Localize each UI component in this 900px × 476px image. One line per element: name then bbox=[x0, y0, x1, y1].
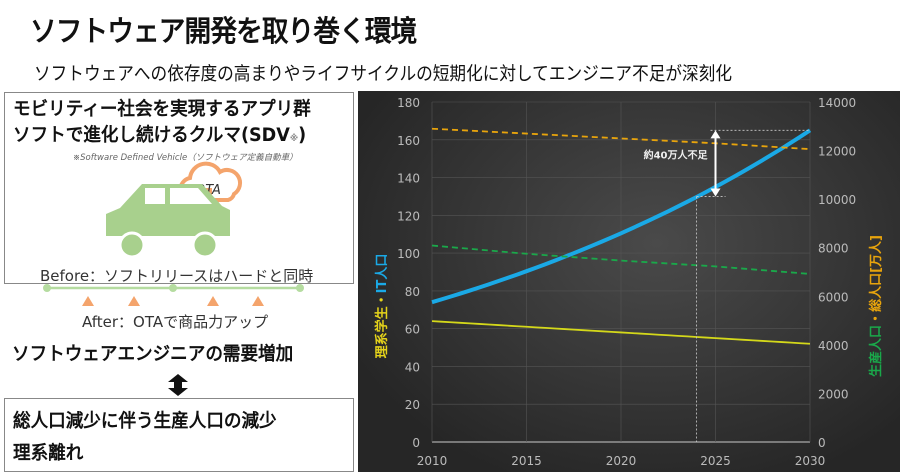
x-tick-label: 2010 bbox=[417, 454, 448, 468]
series-line-1 bbox=[431, 320, 811, 345]
page-subtitle: ソフトウェアへの依存度の高まりやライフサイクルの短期化に対してエンジニア不足が深… bbox=[34, 64, 732, 85]
y-right-tick-label: 12000 bbox=[818, 145, 856, 159]
apps-heading: モビリティー社会を実現するアプリ群 bbox=[13, 99, 311, 120]
double-arrow-icon bbox=[168, 374, 188, 396]
y-axis-left-label: 理系学生・IT人口 bbox=[374, 254, 390, 359]
gap-arrowheads bbox=[710, 130, 721, 197]
y-left-tick-label: 80 bbox=[405, 285, 420, 299]
x-tick-label: 2025 bbox=[700, 454, 731, 468]
demand-heading: ソフトウェアエンジニアの需要増加 bbox=[12, 344, 294, 365]
gap-annotation: 約40万人不足 bbox=[644, 149, 709, 162]
y-right-tick-label: 0 bbox=[818, 436, 826, 450]
timeline bbox=[43, 284, 304, 306]
y-right-tick-label: 4000 bbox=[818, 339, 849, 353]
y-left-tick-label: 0 bbox=[412, 436, 420, 450]
y-left-tick-label: 180 bbox=[397, 96, 420, 110]
population-text: 総人口減少に伴う生産人口の減少 bbox=[13, 411, 277, 432]
population-panel: 総人口減少に伴う生産人口の減少 理系離れ bbox=[4, 398, 354, 472]
y-left-tick-label: 120 bbox=[397, 209, 420, 223]
science-text: 理系離れ bbox=[13, 443, 84, 464]
y-axis-right-label: 生産人口・総人口[万人] bbox=[868, 235, 884, 377]
series-line-0 bbox=[431, 128, 812, 305]
y-left-tick-label: 140 bbox=[397, 172, 420, 186]
sdv-note: ※Software Defined Vehicle（ソフトウェア定義自動車） bbox=[73, 153, 298, 163]
y-left-tick-label: 20 bbox=[405, 398, 420, 412]
x-tick-label: 2015 bbox=[511, 454, 542, 468]
y-right-tick-label: 10000 bbox=[818, 193, 856, 207]
series-line-2 bbox=[431, 127, 811, 151]
sdv-close: ) bbox=[298, 125, 307, 146]
y-left-tick-label: 100 bbox=[397, 247, 420, 261]
page-title: ソフトウェア開発を取り巻く環境 bbox=[30, 14, 417, 48]
update-triangles bbox=[82, 296, 264, 306]
y-right-tick-label: 8000 bbox=[818, 242, 849, 256]
y-right-tick-label: 14000 bbox=[818, 96, 856, 110]
note-mark: ※ bbox=[289, 134, 299, 144]
series-line-3 bbox=[431, 244, 811, 275]
sdv-illustration: OTA bbox=[43, 161, 304, 306]
before-label: Before：ソフトリリースはハードと同時 bbox=[40, 267, 314, 285]
car-icon bbox=[106, 184, 230, 259]
y-right-tick-label: 6000 bbox=[818, 290, 849, 304]
sdv-heading: ソフトで進化し続けるクルマ(SDV※) bbox=[13, 121, 306, 147]
x-tick-label: 2020 bbox=[606, 454, 637, 468]
chart: 0 20 40 60 80 100 120 140 160 180 0 2000 4000 6000 800… bbox=[358, 91, 900, 472]
y-left-tick-label: 40 bbox=[405, 360, 420, 374]
x-tick-label: 2030 bbox=[795, 454, 826, 468]
y-right-tick-label: 2000 bbox=[818, 387, 849, 401]
after-label: After：OTAで商品力アップ bbox=[82, 313, 269, 331]
sdv-text: ソフトで進化し続けるクルマ(SDV bbox=[13, 125, 290, 146]
y-left-tick-label: 160 bbox=[397, 134, 420, 148]
chart-svg: 0 20 40 60 80 100 120 140 160 180 0 2000 4000 6000 800… bbox=[374, 96, 884, 468]
y-left-tick-label: 60 bbox=[405, 323, 420, 337]
